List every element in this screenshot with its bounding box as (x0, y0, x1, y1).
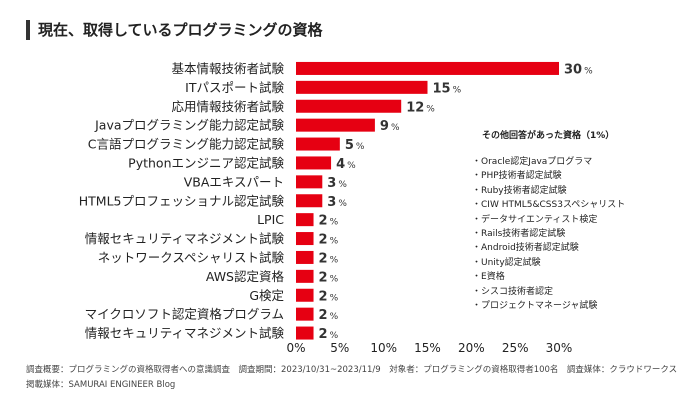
value-label: 9% (380, 119, 400, 134)
other-answer-item: E資格 (472, 270, 692, 284)
bar (296, 269, 314, 283)
bar (296, 232, 314, 246)
other-answer-item: データサイエンティスト検定 (472, 213, 692, 227)
value-label: 2% (319, 214, 339, 229)
bar (296, 250, 314, 264)
other-answer-item: Rails技術者認定試験 (472, 227, 692, 241)
bar (296, 175, 323, 189)
category-label: 情報セキュリティマネジメント試験 (85, 326, 285, 341)
category-label: 応用情報技術者試験 (171, 99, 284, 114)
category-label: Pythonエンジニア認定試験 (128, 155, 284, 170)
x-tick-label: 30% (546, 341, 573, 355)
x-tick-label: 0% (286, 341, 305, 355)
other-answer-item: Ruby技術者認定試験 (472, 184, 692, 198)
value-label: 2% (319, 308, 339, 323)
other-answer-item: プロジェクトマネージャ試験 (472, 299, 692, 313)
bar (296, 156, 332, 170)
other-answers-panel: その他回答があった資格（1%） Oracle認定JavaプログラマPHP技術者認… (472, 128, 692, 313)
other-answer-item: Android技術者認定試験 (472, 241, 692, 255)
other-answer-item: Unity認定試験 (472, 256, 692, 270)
x-tick-label: 10% (370, 341, 397, 355)
bar (296, 288, 314, 302)
x-tick-label: 20% (458, 341, 485, 355)
value-label: 2% (319, 289, 339, 304)
category-label: HTML5プロフェッショナル認定試験 (79, 193, 285, 208)
value-label: 30% (564, 62, 593, 77)
other-answer-item: Oracle認定Javaプログラマ (472, 155, 692, 169)
survey-footnote: 調査概要：プログラミングの資格取得者への意識調査 調査期間：2023/10/31… (26, 365, 686, 390)
value-label: 2% (319, 270, 339, 285)
bar (296, 137, 340, 151)
value-label: 4% (336, 157, 356, 172)
title-accent-bar (26, 20, 30, 40)
value-label: 12% (406, 100, 435, 115)
other-answer-item: シスコ技術者認定 (472, 285, 692, 299)
x-tick-label: 15% (414, 341, 441, 355)
category-label: C言語プログラミング能力認定試験 (88, 137, 285, 152)
category-label: 情報セキュリティマネジメント試験 (85, 231, 285, 246)
category-label: G検定 (249, 288, 284, 303)
bar (296, 326, 314, 340)
bar (296, 307, 314, 321)
category-label: ネットワークスペシャリスト試験 (98, 250, 285, 265)
category-label: Javaプログラミング能力認定試験 (94, 118, 284, 133)
value-label: 2% (319, 251, 339, 266)
value-label: 3% (327, 195, 347, 210)
bar (296, 99, 402, 113)
other-answer-item: CIW HTML5&CSS3スペシャリスト (472, 198, 692, 212)
value-label: 3% (327, 176, 347, 191)
bar (296, 61, 559, 75)
other-answers-title: その他回答があった資格（1%） (482, 131, 615, 141)
other-answers-list: Oracle認定JavaプログラマPHP技術者認定試験Ruby技術者認定試験CI… (472, 155, 692, 313)
value-label: 2% (319, 327, 339, 342)
category-label: 基本情報技術者試験 (171, 61, 284, 76)
bar (296, 118, 375, 132)
category-label: マイクロソフト認定資格プログラム (85, 307, 284, 322)
category-label: AWS認定資格 (206, 269, 285, 284)
value-label: 2% (319, 233, 339, 248)
bar (296, 80, 428, 94)
x-tick-label: 5% (330, 341, 349, 355)
value-label: 5% (345, 138, 365, 153)
chart-title: 現在、取得しているプログラミングの資格 (38, 21, 323, 39)
x-tick-label: 25% (502, 341, 529, 355)
value-label: 15% (433, 81, 462, 96)
category-label: ITパスポート試験 (185, 80, 284, 95)
other-answer-item: PHP技術者認定試験 (472, 169, 692, 183)
bar (296, 213, 314, 227)
bar (296, 194, 323, 208)
category-label: VBAエキスパート (184, 174, 284, 189)
category-label: LPIC (257, 212, 284, 227)
